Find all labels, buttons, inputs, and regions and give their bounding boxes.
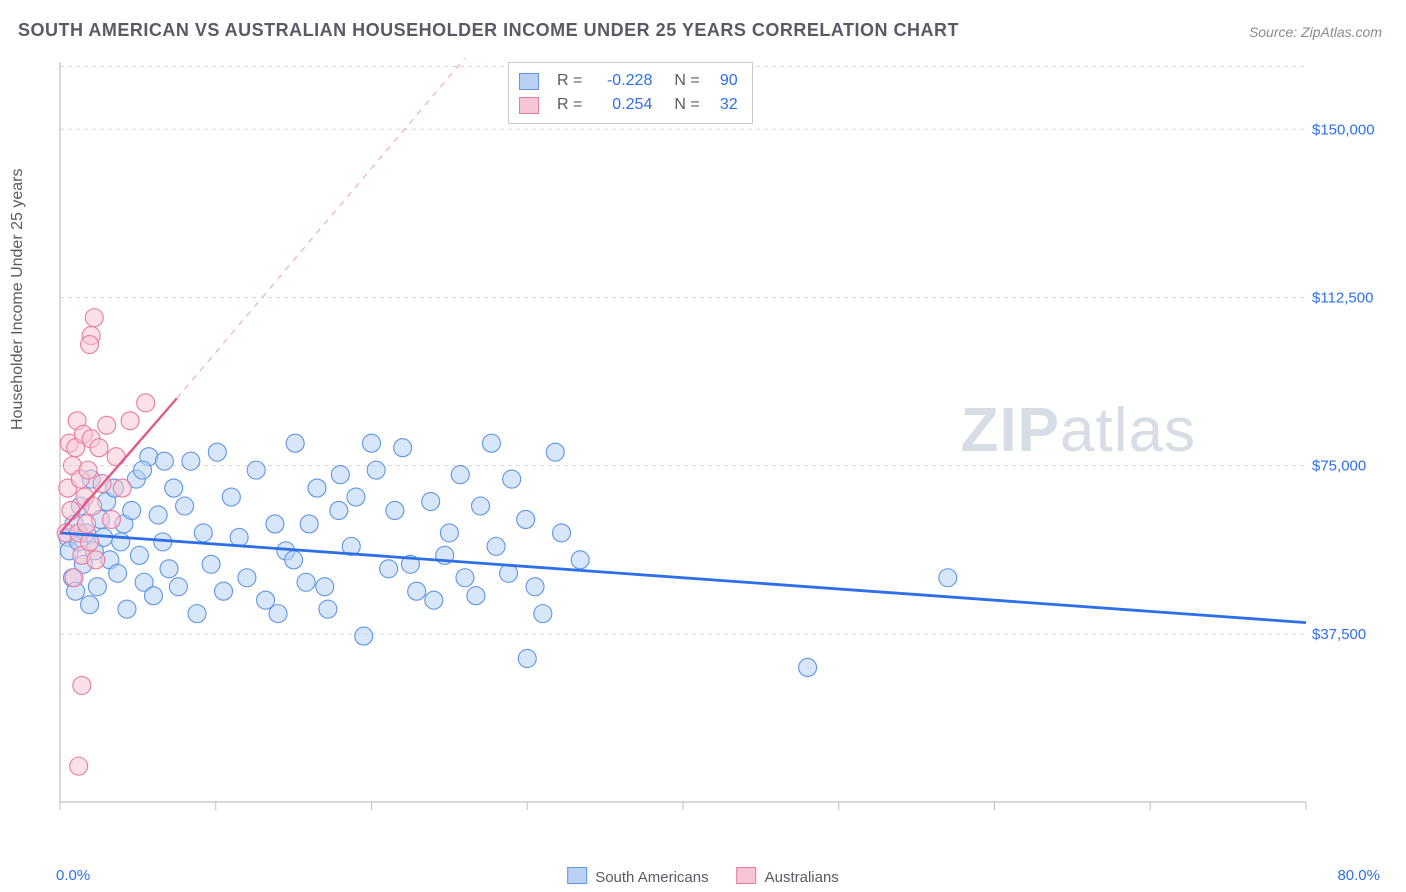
legend-item: South Americans	[567, 867, 708, 886]
legend-item: Australians	[737, 867, 839, 886]
chart-title: SOUTH AMERICAN VS AUSTRALIAN HOUSEHOLDER…	[18, 20, 959, 41]
x-axis-start-label: 0.0%	[56, 867, 90, 884]
source-label: Source:	[1249, 24, 1297, 40]
corr-legend-row: R = 0.254 N = 32	[519, 93, 738, 117]
legend-swatch	[519, 97, 539, 114]
plot-area: $37,500 $75,000 $112,500 $150,000	[52, 58, 1380, 838]
corr-n-label: N =	[674, 72, 699, 90]
corr-r-value: 0.254	[592, 96, 652, 114]
corr-legend-row: R = -0.228 N = 90	[519, 69, 738, 93]
svg-text:$150,000: $150,000	[1312, 121, 1375, 138]
legend-label: South Americans	[595, 869, 708, 886]
source-value: ZipAtlas.com	[1301, 24, 1382, 40]
corr-r-label: R =	[557, 72, 582, 90]
corr-n-value: 32	[710, 96, 738, 114]
series-legend: South Americans Australians	[567, 867, 839, 886]
scatter-svg: $37,500 $75,000 $112,500 $150,000	[52, 58, 1380, 838]
svg-text:$75,000: $75,000	[1312, 458, 1366, 475]
source-attribution: Source: ZipAtlas.com	[1249, 24, 1382, 40]
legend-swatch	[519, 73, 539, 90]
svg-text:$37,500: $37,500	[1312, 626, 1366, 643]
corr-r-value: -0.228	[592, 72, 652, 90]
corr-n-label: N =	[674, 96, 699, 114]
corr-n-value: 90	[710, 72, 738, 90]
y-axis-label: Householder Income Under 25 years	[9, 169, 27, 430]
legend-swatch	[737, 867, 757, 884]
legend-label: Australians	[765, 869, 839, 886]
legend-swatch	[567, 867, 587, 884]
correlation-legend: R = -0.228 N = 90 R = 0.254 N = 32	[508, 62, 753, 124]
svg-text:$112,500: $112,500	[1312, 289, 1373, 306]
x-axis-end-label: 80.0%	[1337, 867, 1380, 884]
corr-r-label: R =	[557, 96, 582, 114]
